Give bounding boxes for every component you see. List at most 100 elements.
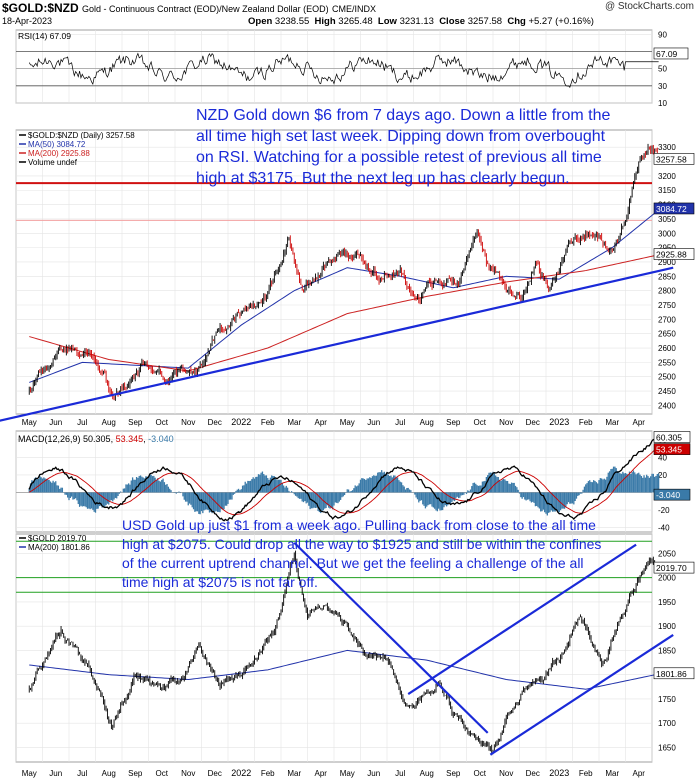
usd-trendline bbox=[407, 543, 637, 696]
nzd-x-tick-label: Oct bbox=[474, 418, 487, 427]
macd-legend: MACD(12,26,9) 50.305, 53.345, -3.040 bbox=[18, 434, 174, 444]
nzd-value-box bbox=[653, 248, 695, 260]
nzd-price-bars bbox=[28, 143, 660, 401]
close-value: 3257.58 bbox=[467, 16, 503, 27]
ohlc-readout: Open 3238.55 High 3265.48 Low 3231.13 Cl… bbox=[248, 16, 594, 27]
chart-title: $GOLD:$NZD Gold - Continuous Contract (E… bbox=[2, 1, 376, 15]
nzd-y-tick-label: 2650 bbox=[658, 330, 676, 339]
nzd-value-label: 3084.72 bbox=[656, 204, 687, 214]
nzd-y-tick-label: 3150 bbox=[658, 186, 676, 195]
usd-y-tick-label: 1700 bbox=[658, 719, 676, 728]
usd-x-tick-label: May bbox=[22, 769, 37, 778]
usd-x-tick-label: Apr bbox=[633, 769, 646, 778]
chg-value: +5.27 (+0.16%) bbox=[528, 16, 594, 27]
macd-value-box bbox=[653, 488, 691, 501]
nzd-x-tick-label: Mar bbox=[605, 418, 619, 427]
nzd-x-tick-label: Jul bbox=[395, 418, 405, 427]
usd-annotation: USD Gold up just $1 from a week ago. Pul… bbox=[122, 517, 602, 590]
macd-signal-line bbox=[29, 446, 659, 516]
rsi-y-tick-label: 30 bbox=[658, 82, 667, 91]
usd-x-tick-label: Feb bbox=[579, 769, 593, 778]
nzd-x-tick-label: May bbox=[340, 418, 355, 427]
usd-x-tick-label: Sep bbox=[128, 769, 143, 778]
nzd-x-tick-label: Feb bbox=[261, 418, 275, 427]
usd-value-label: 2019.70 bbox=[656, 563, 687, 573]
usd-gridlines bbox=[15, 534, 653, 762]
macd-y-tick-label: -40 bbox=[658, 524, 670, 533]
usd-x-tick-label: Oct bbox=[156, 769, 169, 778]
macd-legend-part: 53.345 bbox=[116, 434, 144, 444]
nzd-y-tick-label: 2400 bbox=[658, 401, 676, 410]
macd-legend-part: , bbox=[143, 434, 148, 444]
nzd-value-box bbox=[653, 153, 695, 165]
usd-legend-label: MA(200) 1801.86 bbox=[28, 543, 90, 552]
usd-x-tick-label: Sep bbox=[446, 769, 461, 778]
rsi-y-tick-label: 10 bbox=[658, 99, 667, 108]
usd-y-tick-label: 1850 bbox=[658, 646, 676, 655]
close-label: Close bbox=[439, 16, 466, 27]
nzd-y-tick-label: 3200 bbox=[658, 172, 676, 181]
macd-legend-part: , bbox=[111, 434, 116, 444]
nzd-y-tick-label: 3000 bbox=[658, 229, 676, 238]
usd-value-label: 1801.86 bbox=[656, 669, 687, 679]
nzd-x-tick-label: Apr bbox=[315, 418, 328, 427]
rsi-value-box bbox=[653, 47, 689, 60]
rsi-title: RSI(14) 67.09 bbox=[18, 31, 71, 41]
nzd-y-tick-label: 2900 bbox=[658, 258, 676, 267]
macd-value-box bbox=[653, 443, 691, 455]
nzd-x-tick-label: Sep bbox=[128, 418, 143, 427]
nzd-y-tick-label: 3300 bbox=[658, 143, 676, 152]
high-value: 3265.48 bbox=[338, 16, 373, 27]
usd-x-tick-label: Mar bbox=[605, 769, 619, 778]
usd-x-tick-label: Jul bbox=[77, 769, 87, 778]
usd-x-tick-label: Oct bbox=[474, 769, 487, 778]
nzd-x-tick-label: Jun bbox=[49, 418, 62, 427]
nzd-y-tick-label: 2550 bbox=[658, 358, 676, 367]
nzd-x-tick-label: Feb bbox=[579, 418, 593, 427]
nzd-y-tick-label: 2850 bbox=[658, 272, 676, 281]
macd-line bbox=[28, 434, 660, 522]
low-label: Low bbox=[377, 16, 397, 27]
macd-y-tick-label: -20 bbox=[658, 506, 670, 515]
nzd-y-tick-label: 2750 bbox=[658, 301, 676, 310]
symbol-description: Gold - Continuous Contract (EOD)/New Zea… bbox=[82, 4, 329, 14]
macd-histogram bbox=[28, 466, 660, 516]
macd-value-label: -3.040 bbox=[656, 490, 680, 500]
macd-y-tick-label: 20 bbox=[658, 471, 667, 480]
usd-x-tick-label: Aug bbox=[102, 769, 116, 778]
low-value: 3231.13 bbox=[399, 16, 434, 27]
exchange: CME/INDX bbox=[331, 4, 376, 14]
ma200-line bbox=[29, 254, 658, 372]
usd-value-box bbox=[653, 667, 695, 680]
nzd-value-box bbox=[653, 202, 695, 215]
nzd-legend-label: MA(200) 2925.88 bbox=[28, 149, 90, 158]
nzd-trendline bbox=[0, 266, 674, 422]
usd-x-tick-label: 2022 bbox=[231, 768, 251, 778]
nzd-legend-label: MA(50) 3084.72 bbox=[28, 140, 86, 149]
usd-x-tick-label: Jun bbox=[367, 769, 380, 778]
chg-label: Chg bbox=[507, 16, 526, 27]
usd-y-tick-label: 2050 bbox=[658, 549, 676, 558]
usd-x-tick-label: Aug bbox=[420, 769, 434, 778]
nzd-annotation: NZD Gold down $6 from 7 days ago. Down a… bbox=[196, 107, 611, 187]
usd-trendline bbox=[293, 541, 489, 734]
usd-x-tick-label: Dec bbox=[208, 769, 222, 778]
nzd-x-tick-label: 2022 bbox=[231, 417, 251, 427]
nzd-x-tick-label: Jun bbox=[367, 418, 380, 427]
macd-value-box bbox=[653, 431, 691, 443]
open-value: 3238.55 bbox=[274, 16, 310, 27]
macd-legend-part: MACD(12,26,9) 50.305 bbox=[18, 434, 111, 444]
usd-value-box bbox=[653, 561, 695, 574]
nzd-y-tick-label: 3050 bbox=[658, 215, 676, 224]
nzd-y-tick-label: 2450 bbox=[658, 387, 676, 396]
usd-x-tick-label: Jul bbox=[395, 769, 405, 778]
usd-trendline bbox=[489, 633, 674, 756]
usd-x-tick-label: Apr bbox=[315, 769, 328, 778]
nzd-x-tick-label: Oct bbox=[156, 418, 169, 427]
macd-value-label: 53.345 bbox=[656, 445, 682, 455]
nzd-y-tick-label: 2500 bbox=[658, 373, 676, 382]
nzd-x-tick-label: Jul bbox=[77, 418, 87, 427]
nzd-y-tick-label: 2700 bbox=[658, 315, 676, 324]
